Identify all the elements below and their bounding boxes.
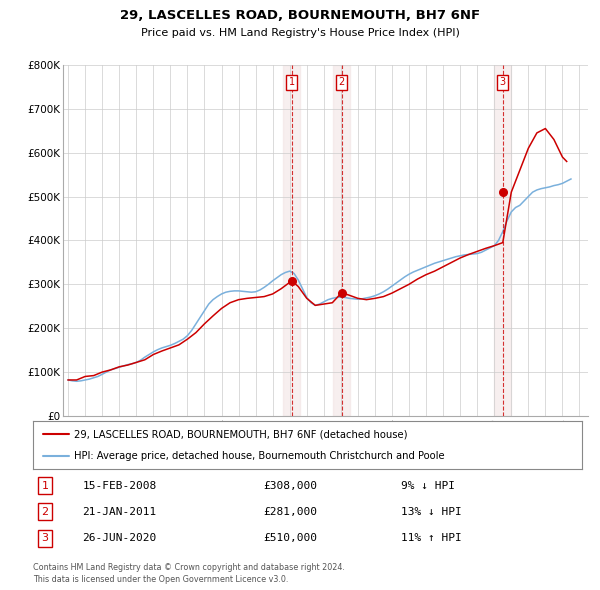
Text: £308,000: £308,000 (263, 480, 317, 490)
Text: 21-JAN-2011: 21-JAN-2011 (82, 507, 157, 517)
Bar (283, 65, 300, 416)
Bar (333, 65, 350, 416)
Text: £281,000: £281,000 (263, 507, 317, 517)
Text: HPI: Average price, detached house, Bournemouth Christchurch and Poole: HPI: Average price, detached house, Bour… (74, 451, 445, 461)
Text: 2: 2 (41, 507, 49, 517)
Text: 13% ↓ HPI: 13% ↓ HPI (401, 507, 461, 517)
Text: 1: 1 (289, 77, 295, 87)
Text: 3: 3 (500, 77, 506, 87)
Text: £510,000: £510,000 (263, 533, 317, 543)
Text: This data is licensed under the Open Government Licence v3.0.: This data is licensed under the Open Gov… (33, 575, 289, 584)
Text: 11% ↑ HPI: 11% ↑ HPI (401, 533, 461, 543)
Text: Contains HM Land Registry data © Crown copyright and database right 2024.: Contains HM Land Registry data © Crown c… (33, 563, 345, 572)
Text: 26-JUN-2020: 26-JUN-2020 (82, 533, 157, 543)
Text: 15-FEB-2008: 15-FEB-2008 (82, 480, 157, 490)
Text: 29, LASCELLES ROAD, BOURNEMOUTH, BH7 6NF: 29, LASCELLES ROAD, BOURNEMOUTH, BH7 6NF (120, 9, 480, 22)
Text: 2: 2 (338, 77, 345, 87)
Text: Price paid vs. HM Land Registry's House Price Index (HPI): Price paid vs. HM Land Registry's House … (140, 28, 460, 38)
Bar (494, 65, 511, 416)
Text: 29, LASCELLES ROAD, BOURNEMOUTH, BH7 6NF (detached house): 29, LASCELLES ROAD, BOURNEMOUTH, BH7 6NF… (74, 429, 407, 439)
Text: 1: 1 (41, 480, 49, 490)
Text: 9% ↓ HPI: 9% ↓ HPI (401, 480, 455, 490)
Text: 3: 3 (41, 533, 49, 543)
